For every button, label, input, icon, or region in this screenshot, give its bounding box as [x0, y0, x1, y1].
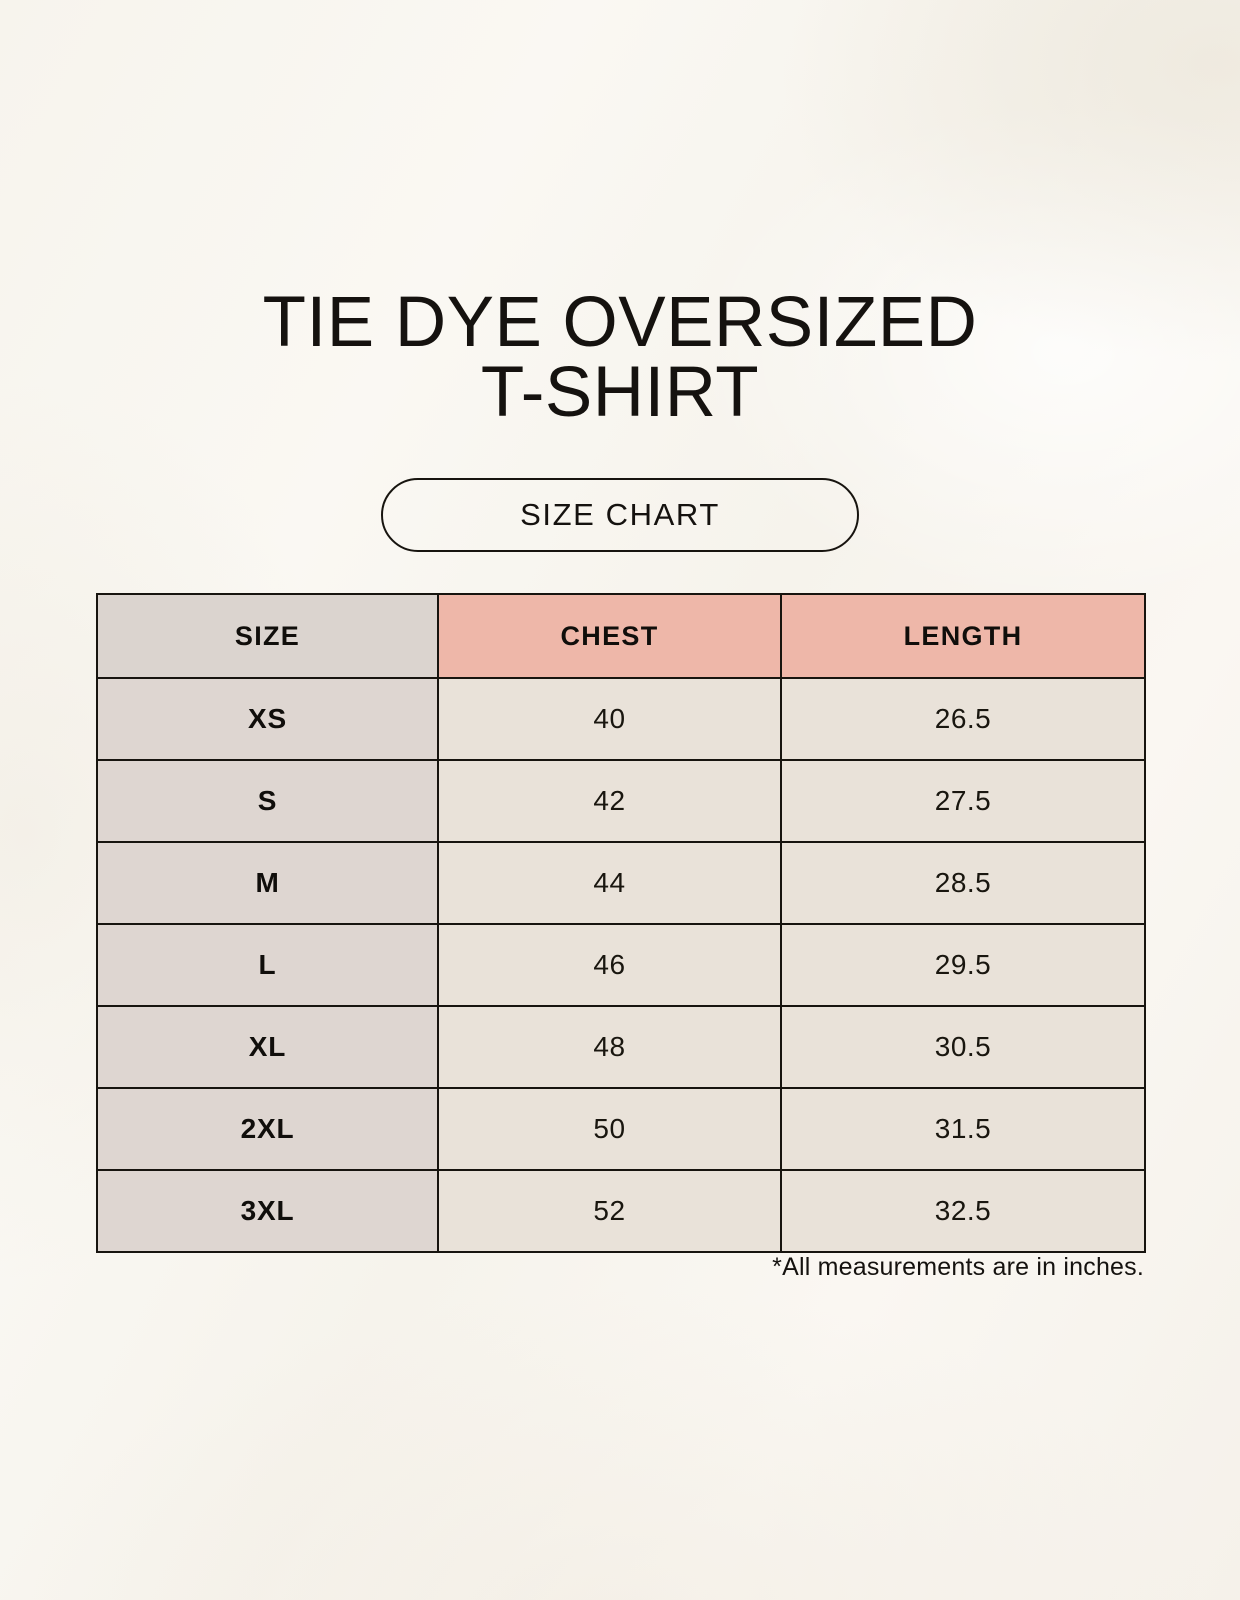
cell-size: S [96, 759, 439, 843]
table-row: XS 40 26.5 [96, 677, 1146, 761]
cell-length: 27.5 [780, 759, 1146, 843]
cell-size: M [96, 841, 439, 925]
cell-chest: 50 [437, 1087, 782, 1171]
cell-chest: 44 [437, 841, 782, 925]
column-header-size: SIZE [96, 593, 439, 679]
cell-chest: 46 [437, 923, 782, 1007]
table-row: M 44 28.5 [96, 841, 1146, 925]
cell-size: L [96, 923, 439, 1007]
size-chart-badge: SIZE CHART [381, 478, 859, 552]
cell-length: 31.5 [780, 1087, 1146, 1171]
size-table-container: SIZE CHEST LENGTH XS 40 26.5 S 42 27.5 M [96, 593, 1146, 1253]
cell-chest: 42 [437, 759, 782, 843]
table-row: XL 48 30.5 [96, 1005, 1146, 1089]
table-row: S 42 27.5 [96, 759, 1146, 843]
cell-size: XS [96, 677, 439, 761]
size-table-head: SIZE CHEST LENGTH [96, 593, 1146, 679]
cell-size: XL [96, 1005, 439, 1089]
cell-size: 2XL [96, 1087, 439, 1171]
measurement-note: *All measurements are in inches. [772, 1253, 1144, 1281]
cell-chest: 52 [437, 1169, 782, 1253]
cell-length: 29.5 [780, 923, 1146, 1007]
column-header-chest: CHEST [437, 593, 782, 679]
cell-length: 28.5 [780, 841, 1146, 925]
page-title-line-2: T-SHIRT [480, 353, 760, 432]
column-header-length: LENGTH [780, 593, 1146, 679]
page-title: TIE DYE OVERSIZED T-SHIRT [0, 283, 1240, 432]
table-row: 3XL 52 32.5 [96, 1169, 1146, 1253]
cell-length: 30.5 [780, 1005, 1146, 1089]
table-header-row: SIZE CHEST LENGTH [96, 593, 1146, 679]
size-chart-badge-label: SIZE CHART [520, 497, 720, 532]
page-title-line-1: TIE DYE OVERSIZED [262, 283, 978, 362]
cell-size: 3XL [96, 1169, 439, 1253]
size-table-body: XS 40 26.5 S 42 27.5 M 44 28.5 L 46 [96, 677, 1146, 1253]
cell-length: 32.5 [780, 1169, 1146, 1253]
size-table: SIZE CHEST LENGTH XS 40 26.5 S 42 27.5 M [96, 593, 1146, 1253]
cell-chest: 40 [437, 677, 782, 761]
cell-length: 26.5 [780, 677, 1146, 761]
cell-chest: 48 [437, 1005, 782, 1089]
size-chart-badge-container: SIZE CHART [0, 478, 1240, 552]
table-row: 2XL 50 31.5 [96, 1087, 1146, 1171]
table-row: L 46 29.5 [96, 923, 1146, 1007]
